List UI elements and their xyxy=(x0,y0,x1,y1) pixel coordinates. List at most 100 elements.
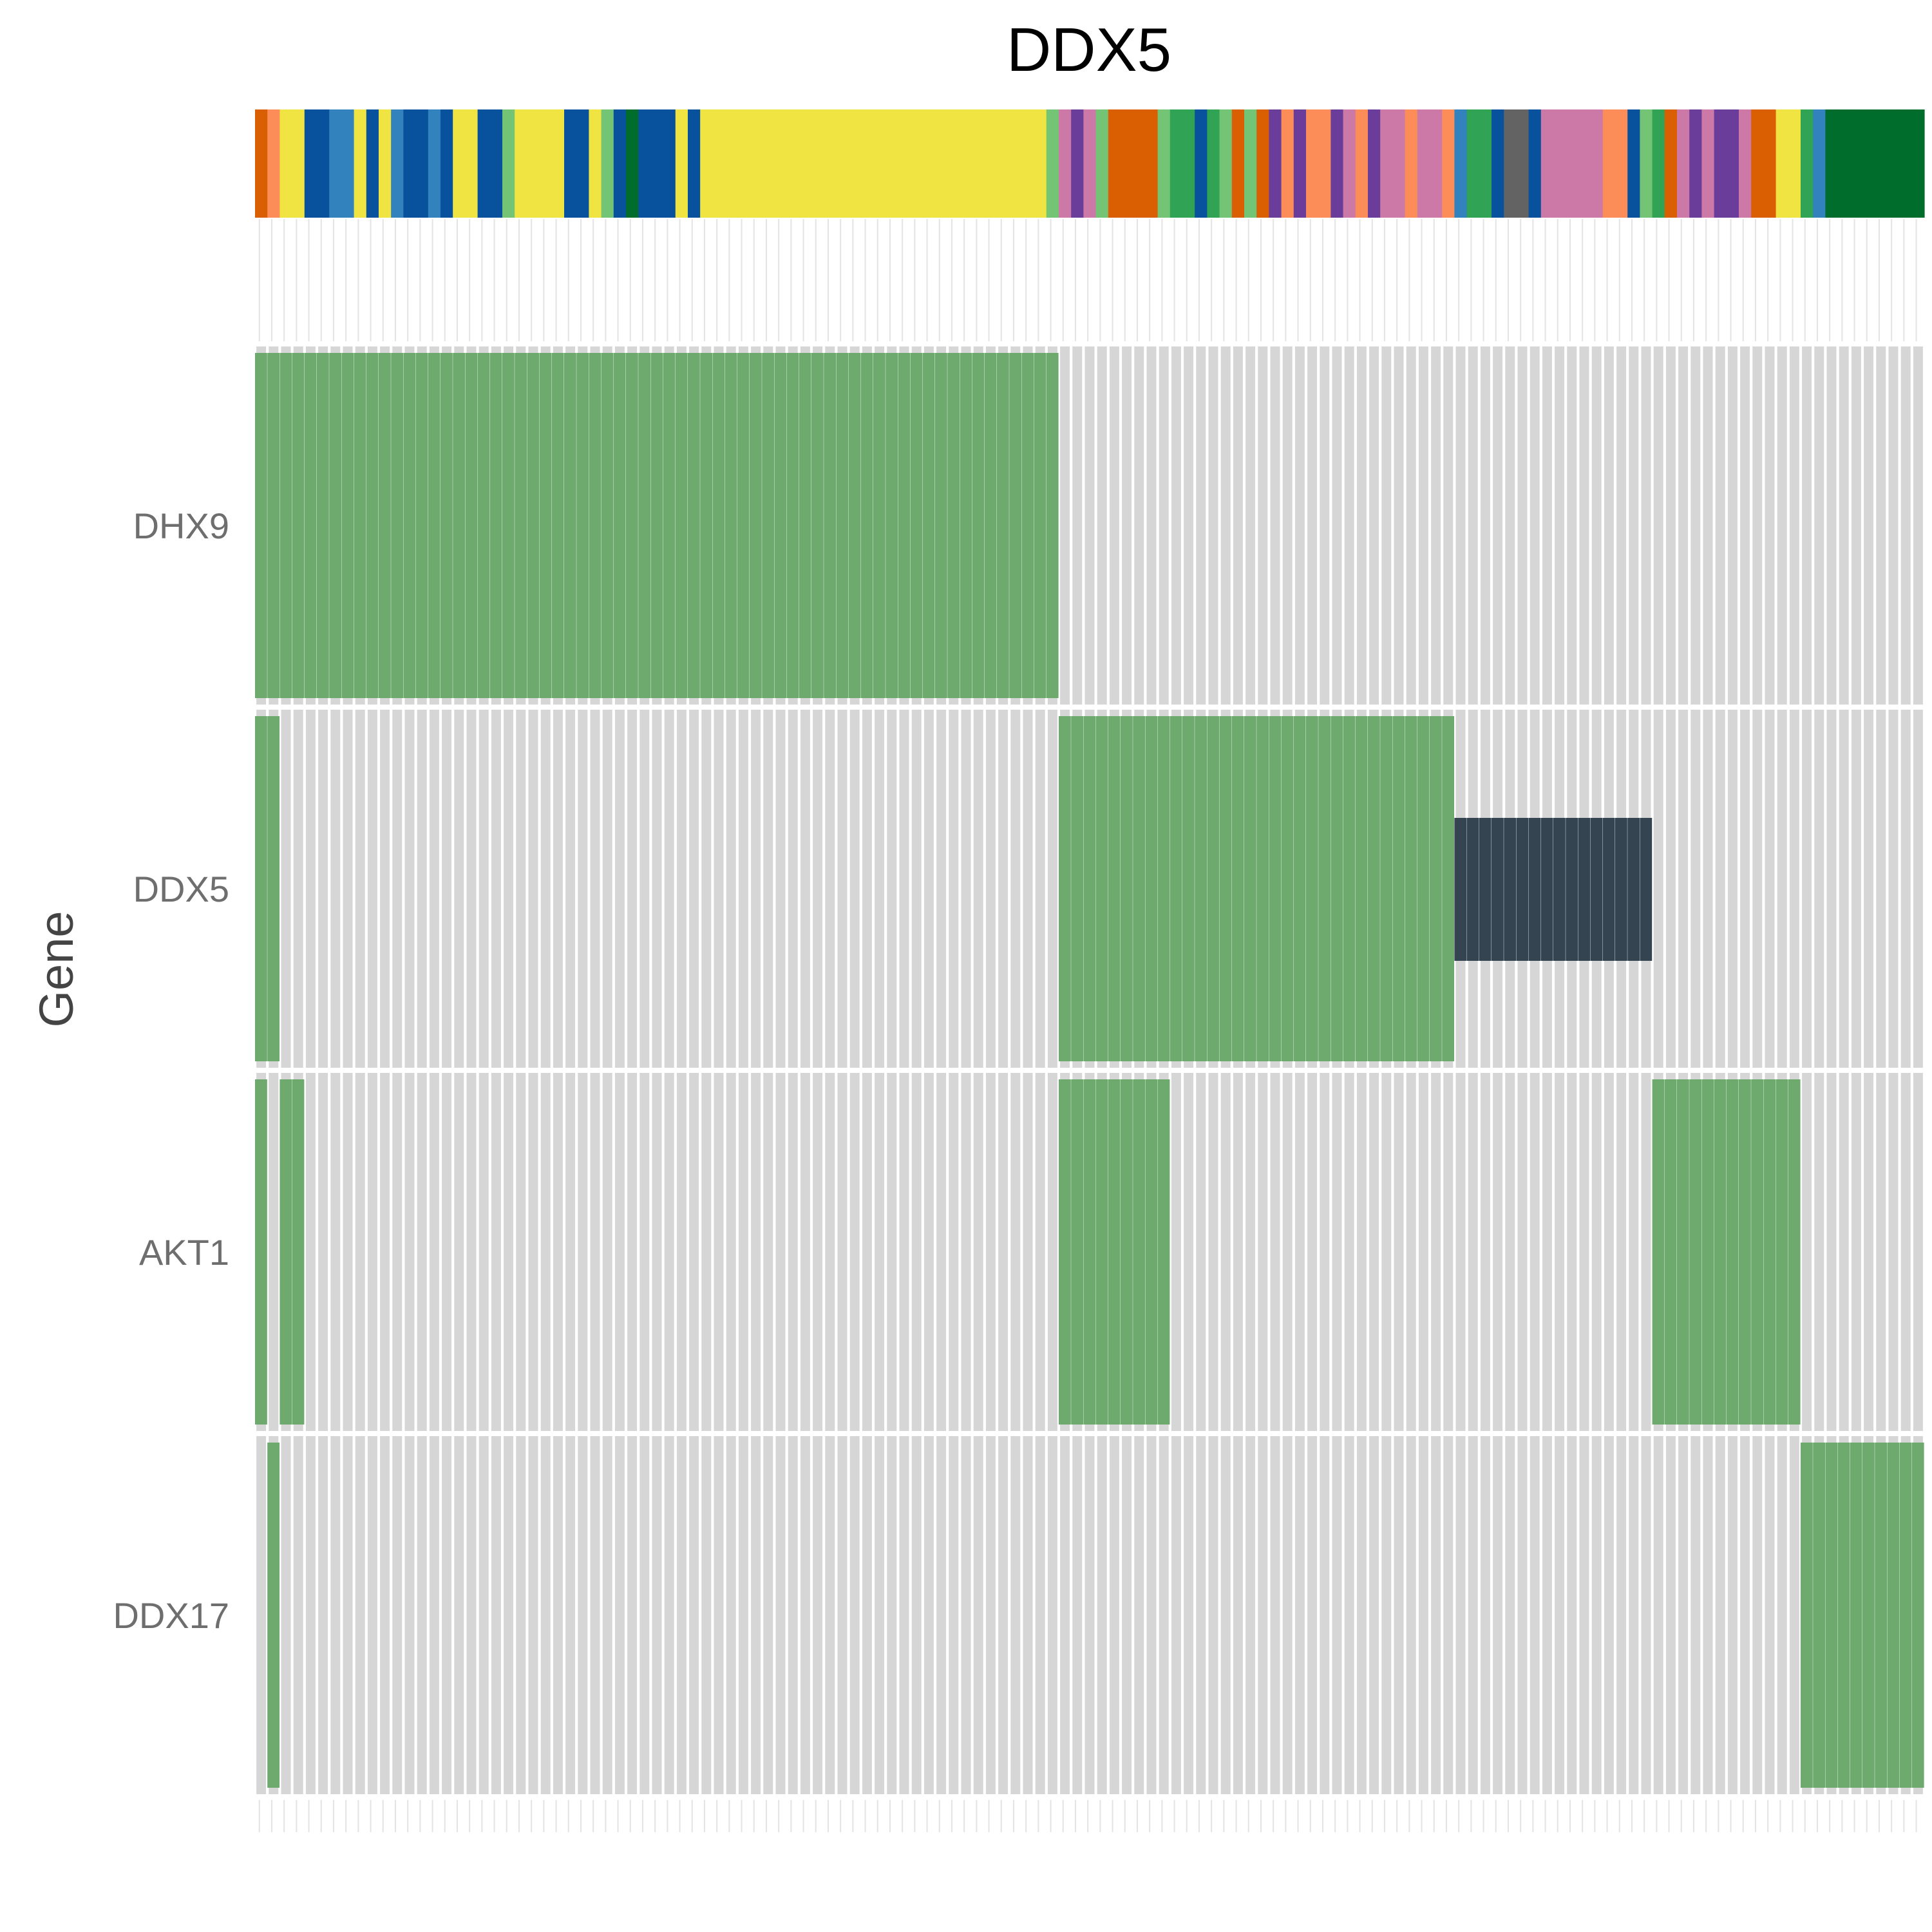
bottom-grid-line xyxy=(1285,1800,1287,1832)
heatmap-cell xyxy=(1171,1436,1181,1794)
amplification-mark xyxy=(1281,716,1294,1061)
heatmap-cell xyxy=(1789,1436,1799,1794)
annotation-cell xyxy=(1504,109,1517,218)
heatmap-cell xyxy=(578,1073,588,1431)
annotation-cell xyxy=(774,109,788,218)
amplification-mark xyxy=(700,353,712,698)
annotation-cell xyxy=(1788,109,1801,218)
heatmap-cell xyxy=(1344,1436,1354,1794)
heatmap-cell xyxy=(973,710,983,1068)
heatmap-cell xyxy=(614,1073,625,1431)
annotation-cell xyxy=(984,109,998,218)
heatmap-cell xyxy=(1418,1073,1428,1431)
amplification-mark xyxy=(972,353,985,698)
heatmap-cell xyxy=(1740,346,1750,705)
bottom-grid-line xyxy=(778,1800,780,1832)
spacer-grid-line xyxy=(926,219,928,341)
heatmap-cell xyxy=(1443,1073,1454,1431)
bottom-grid-line xyxy=(1730,1800,1732,1832)
annotation-cell xyxy=(750,109,762,218)
heatmap-cell xyxy=(849,710,860,1068)
annotation-cell xyxy=(1479,109,1492,218)
annotation-cell xyxy=(304,109,317,218)
annotation-cell xyxy=(1566,109,1578,218)
bottom-grid-line xyxy=(1779,1800,1781,1832)
bottom-grid-line xyxy=(1853,1800,1855,1832)
spacer-grid-line xyxy=(444,219,446,341)
spacer-grid-line xyxy=(765,219,767,341)
amplification-mark xyxy=(255,353,267,698)
amplification-mark xyxy=(589,353,601,698)
amplification-mark xyxy=(279,1079,292,1425)
annotation-cell xyxy=(1306,109,1319,218)
bottom-grid-line xyxy=(1074,1800,1076,1832)
amplification-mark xyxy=(1157,716,1170,1061)
bottom-grid-line xyxy=(951,1800,952,1832)
spacer-grid-line xyxy=(1124,219,1126,341)
spacer-grid-line xyxy=(1866,219,1868,341)
spacer-grid-line xyxy=(1396,219,1398,341)
spacer-grid-line xyxy=(1544,219,1546,341)
heatmap-cell xyxy=(355,1436,365,1794)
heatmap-cell xyxy=(1394,1436,1404,1794)
spacer-grid-line xyxy=(493,219,495,341)
amplification-mark xyxy=(724,353,737,698)
heatmap-cell xyxy=(1765,710,1775,1068)
spacer-grid-line xyxy=(1099,219,1101,341)
annotation-cell xyxy=(515,109,527,218)
heatmap-cell xyxy=(1900,710,1911,1068)
bottom-grid-line xyxy=(629,1800,631,1832)
heatmap-cell xyxy=(429,710,439,1068)
heatmap-cell xyxy=(1220,1436,1231,1794)
heatmap-cell xyxy=(1307,346,1318,705)
heatmap-cell xyxy=(1703,710,1713,1068)
amplification-mark xyxy=(1331,716,1343,1061)
amplification-mark xyxy=(292,353,305,698)
heatmap-cell xyxy=(1517,1436,1528,1794)
heatmap-cell xyxy=(985,1436,996,1794)
bottom-grid-line xyxy=(976,1800,978,1832)
heatmap-cell xyxy=(1530,1436,1540,1794)
annotation-cell xyxy=(502,109,515,218)
annotation-cell xyxy=(1850,109,1863,218)
heatmap-cell xyxy=(1455,1073,1466,1431)
heatmap-cell xyxy=(1900,1073,1911,1431)
heatmap-cell xyxy=(1567,1436,1577,1794)
bottom-grid-line xyxy=(469,1800,471,1832)
heatmap-cell xyxy=(1134,346,1144,705)
annotation-cell xyxy=(1405,109,1418,218)
heatmap-cell xyxy=(1888,1073,1899,1431)
bottom-grid-line xyxy=(876,1800,878,1832)
mutation-mark xyxy=(1640,818,1653,961)
heatmap-cell xyxy=(676,1073,687,1431)
spacer-grid-line xyxy=(1136,219,1138,341)
spacer-grid-line xyxy=(951,219,952,341)
heatmap-cell xyxy=(1455,346,1466,705)
heatmap-cell xyxy=(540,710,551,1068)
mutation-mark xyxy=(1590,818,1603,961)
heatmap-cell xyxy=(380,1436,390,1794)
heatmap-cell xyxy=(825,710,835,1068)
bottom-grid-line xyxy=(345,1800,347,1832)
annotation-cell xyxy=(1009,109,1022,218)
bottom-grid-line xyxy=(1557,1800,1558,1832)
annotation-cell xyxy=(1615,109,1628,218)
heatmap-cell xyxy=(887,1436,897,1794)
bottom-grid-line xyxy=(741,1800,743,1832)
annotation-cell xyxy=(576,109,589,218)
annotation-cell xyxy=(366,109,379,218)
spacer-grid-line xyxy=(1433,219,1435,341)
bottom-grid-line xyxy=(926,1800,928,1832)
amplification-mark xyxy=(1170,716,1182,1061)
amplification-mark xyxy=(354,353,366,698)
spacer-grid-line xyxy=(1804,219,1806,341)
heatmap-cell xyxy=(1431,1073,1441,1431)
heatmap-cell xyxy=(1542,1073,1552,1431)
annotation-cell xyxy=(415,109,429,218)
heatmap-cell xyxy=(442,710,452,1068)
amplification-mark xyxy=(1219,716,1232,1061)
annotation-cell xyxy=(724,109,738,218)
amplification-mark xyxy=(737,353,750,698)
spacer-grid-line xyxy=(1470,219,1472,341)
spacer-grid-line xyxy=(1347,219,1349,341)
